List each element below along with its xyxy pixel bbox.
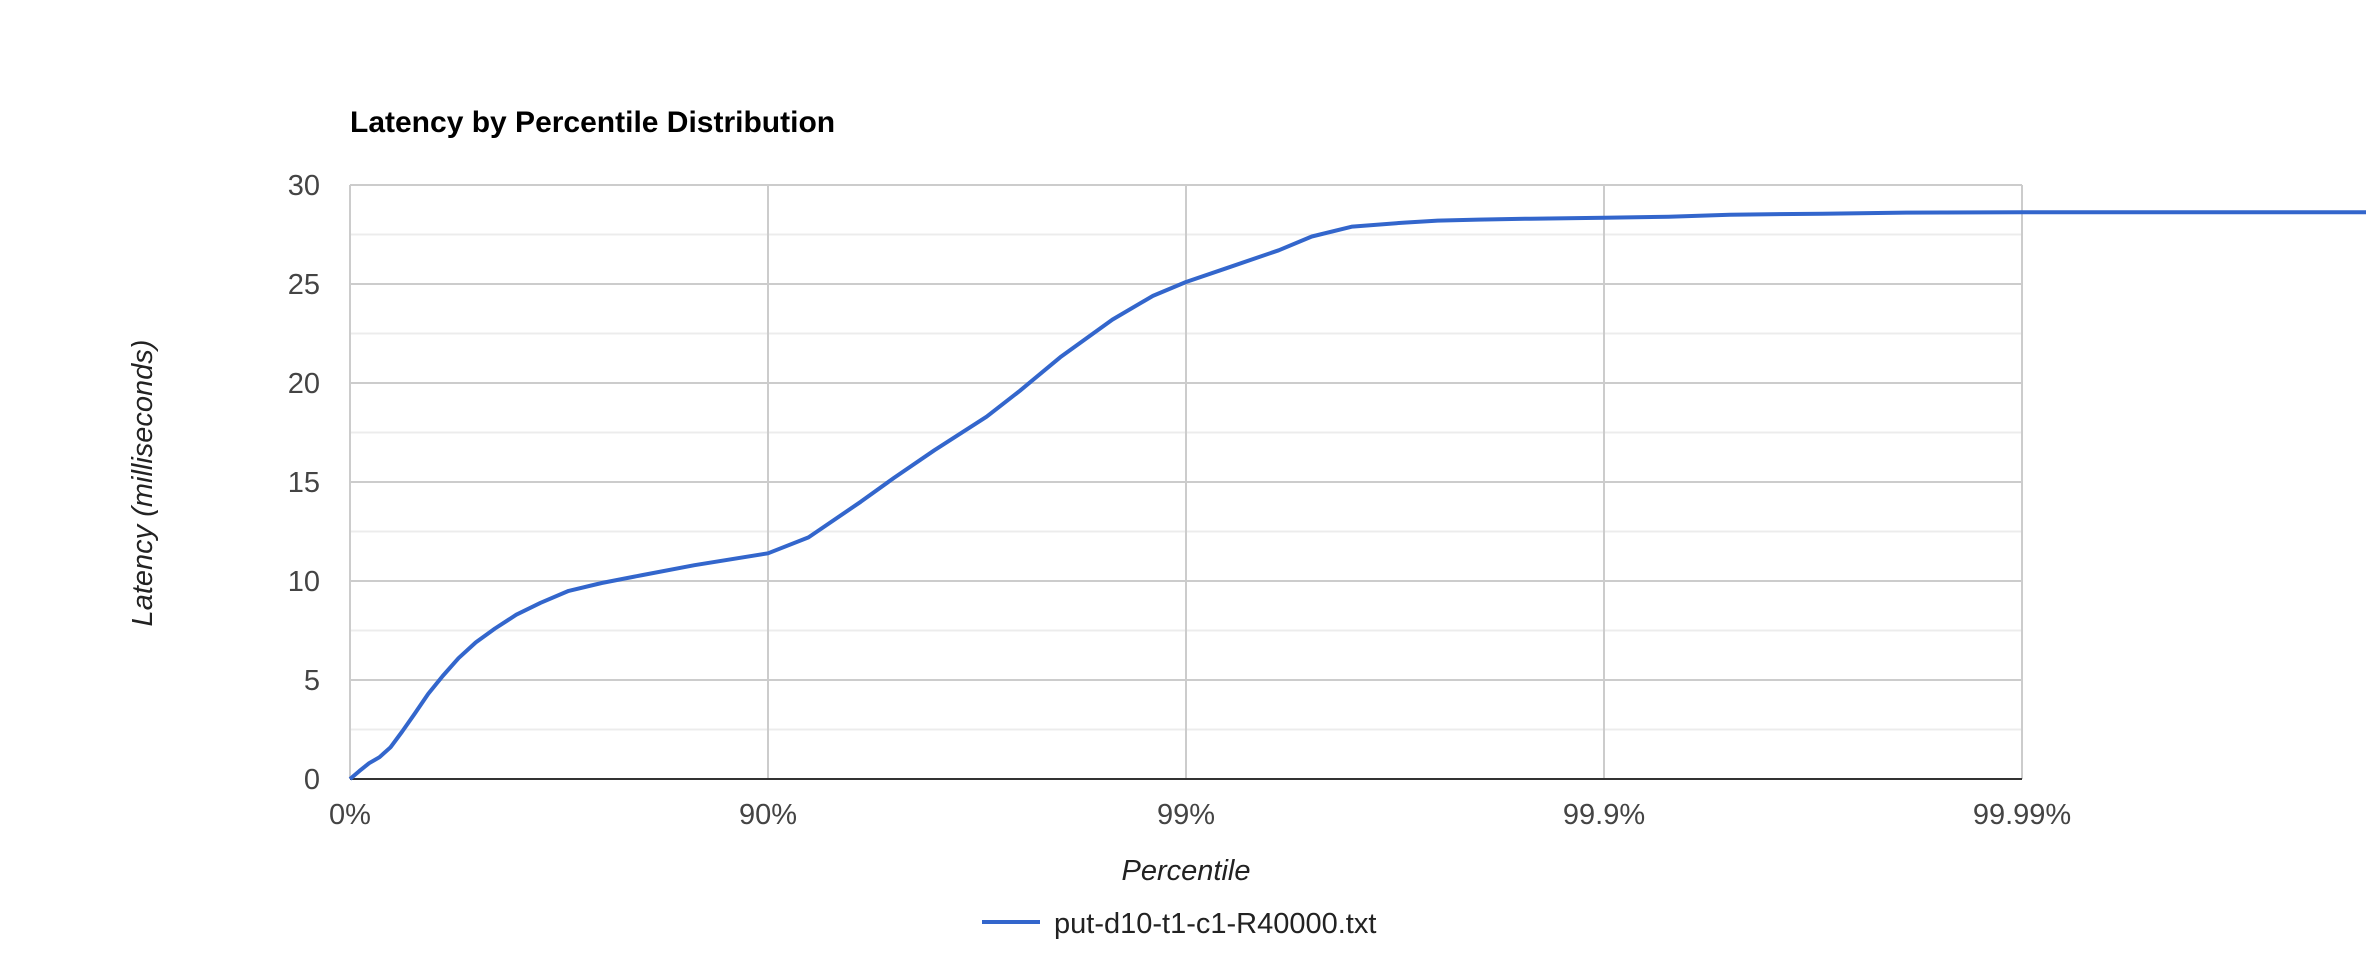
y-tick-label: 25 bbox=[288, 269, 320, 301]
x-tick-label: 0% bbox=[329, 799, 371, 831]
legend: put-d10-t1-c1-R40000.txt bbox=[982, 908, 1376, 940]
legend-label: put-d10-t1-c1-R40000.txt bbox=[1054, 908, 1376, 940]
y-tick-label: 5 bbox=[304, 665, 320, 697]
grid-layer bbox=[349, 184, 2023, 779]
y-axis-title: Latency (milliseconds) bbox=[127, 340, 159, 627]
x-tick-label: 90% bbox=[739, 799, 797, 831]
series-layer bbox=[348, 210, 2366, 781]
x-tick-label: 99% bbox=[1157, 799, 1215, 831]
y-tick-label: 30 bbox=[288, 170, 320, 202]
chart-title: Latency by Percentile Distribution bbox=[350, 106, 835, 139]
y-tick-label: 10 bbox=[288, 566, 320, 598]
y-tick-label: 15 bbox=[288, 467, 320, 499]
series-line bbox=[348, 210, 2366, 781]
x-tick-label: 99.9% bbox=[1563, 799, 1645, 831]
y-tick-label: 0 bbox=[304, 764, 320, 796]
y-tick-label: 20 bbox=[288, 368, 320, 400]
x-tick-label: 99.99% bbox=[1973, 799, 2071, 831]
axis-layer: 0 5 10 15 20 25 30 0% 90% 99% 99.9% 99.99% bbox=[288, 170, 2071, 831]
x-axis-title: Percentile bbox=[1122, 855, 1251, 887]
